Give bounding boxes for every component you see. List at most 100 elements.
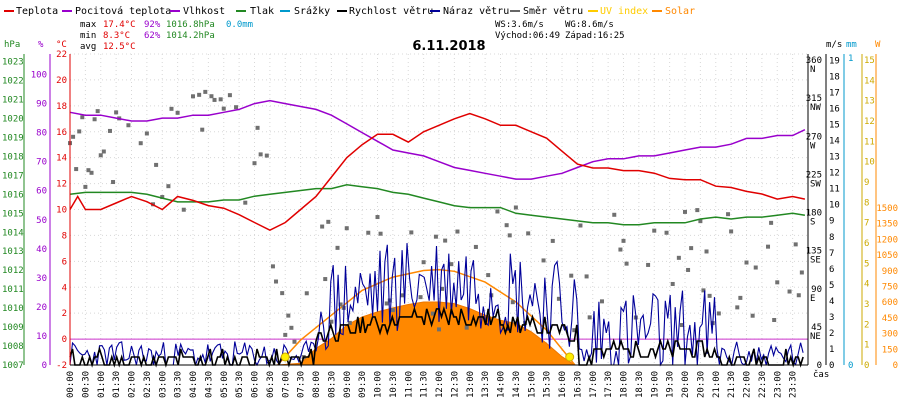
temperature-tick-label: 2 <box>62 309 67 319</box>
humidity-tick-label: 40 <box>36 245 47 255</box>
wind-direction-point <box>95 109 100 114</box>
humidity-tick-label: 20 <box>36 303 47 313</box>
direction-tick-compass: N <box>810 65 815 75</box>
stat-avg-temp: 12.5°C <box>103 42 136 52</box>
x-tick-label: 12:00 <box>435 371 445 398</box>
stat-wind-speed: WS:3.6m/s <box>495 20 544 30</box>
wind-tick-label: 15 <box>829 121 840 131</box>
wind-tick-label: 8 <box>829 233 834 243</box>
x-tick-label: 20:30 <box>696 371 706 398</box>
wind-direction-point <box>160 195 165 200</box>
wind-direction-point <box>169 106 174 111</box>
wind-direction-point <box>443 238 448 243</box>
x-tick-label: 10:30 <box>389 371 399 398</box>
temperature-tick-label: 12 <box>56 180 67 190</box>
humidity-tick-label: 60 <box>36 187 47 197</box>
solar-tick-label: 300 <box>882 330 898 340</box>
wind-direction-point <box>793 242 798 247</box>
uv-point <box>565 352 575 362</box>
wind-direction-point <box>587 315 592 320</box>
uv-tick-label: 10 <box>864 158 875 168</box>
wind-direction-point <box>572 328 577 333</box>
uv-tick-label: 12 <box>864 117 875 127</box>
direction-tick-label: 0 <box>817 361 822 371</box>
solar-tick-label: 1500 <box>876 204 898 214</box>
wind-direction-point <box>252 161 257 166</box>
direction-tick-label: 270 <box>806 132 822 142</box>
x-tick-label: 13:00 <box>466 371 476 398</box>
wind-direction-point <box>344 226 349 231</box>
wind-axis-unit: m/s <box>826 40 842 50</box>
wind-direction-point <box>71 134 76 139</box>
wind-tick-label: 18 <box>829 72 840 82</box>
x-tick-label: 12:30 <box>450 371 460 398</box>
wind-direction-point <box>695 208 700 213</box>
wind-direction-point <box>486 273 491 278</box>
wind-direction-point <box>670 281 675 286</box>
solar-tick-label: 450 <box>882 314 898 324</box>
wind-direction-point <box>138 141 143 146</box>
x-tick-label: 20:00 <box>681 371 691 398</box>
direction-tick-compass: SE <box>810 256 821 266</box>
humidity-tick-label: 80 <box>36 129 47 139</box>
x-tick-label: 00:30 <box>81 371 91 398</box>
pressure-tick-label: 1011 <box>2 285 24 295</box>
wind-direction-point <box>304 291 309 296</box>
stat-max-rain: 0.0mm <box>226 20 253 30</box>
solar-tick-label: 600 <box>882 298 898 308</box>
pressure-tick-label: 1023 <box>2 58 24 68</box>
humidity-tick-label: 100 <box>31 71 47 81</box>
wind-direction-point <box>191 94 195 99</box>
wind-direction-point <box>270 264 275 269</box>
wind-direction-point <box>766 244 771 249</box>
wind-direction-point <box>384 301 389 306</box>
direction-tick-label: 315 <box>806 94 822 104</box>
x-tick-label: 16:00 <box>558 371 568 398</box>
x-tick-label: 00:00 <box>66 371 76 398</box>
rain-tick-label: 1 <box>848 54 853 64</box>
pressure-tick-label: 1022 <box>2 77 24 87</box>
uv-tick-label: 4 <box>864 280 869 290</box>
pressure-tick-label: 1018 <box>2 152 24 162</box>
solar-tick-label: 900 <box>882 267 898 277</box>
wind-direction-point <box>292 339 297 344</box>
stat-max-pressure: 1016.8hPa <box>166 20 215 30</box>
wind-direction-point <box>243 200 248 205</box>
direction-tick-compass: SW <box>810 179 821 189</box>
x-tick-label: 08:00 <box>312 371 322 398</box>
x-tick-label: 13:30 <box>481 371 491 398</box>
solar-tick-label: 1050 <box>876 251 898 261</box>
x-tick-label: 02:00 <box>128 371 138 398</box>
temperature-tick-label: 22 <box>56 50 67 60</box>
wind-direction-point <box>799 270 804 275</box>
wind-direction-point <box>400 293 405 298</box>
wind-direction-point <box>338 302 343 307</box>
legend-label-humidity: Vlhkost <box>183 6 225 17</box>
wind-direction-point <box>796 293 801 298</box>
stat-avg-label: avg <box>80 42 96 52</box>
wind-direction-point <box>255 125 260 130</box>
wind-direction-point <box>111 180 116 185</box>
wind-direction-point <box>729 229 734 234</box>
wind-direction-point <box>701 288 706 293</box>
direction-tick-compass: NW <box>810 103 821 113</box>
wind-direction-point <box>507 233 512 238</box>
legend: Teplota Pocitová teplota Vlhkost Tlak Sr… <box>4 5 695 17</box>
stat-max-temp: 17.4°C <box>103 20 136 30</box>
wind-direction-point <box>455 229 460 234</box>
humidity-tick-label: 0 <box>42 361 47 371</box>
wind-direction-point <box>738 295 743 300</box>
wind-direction-point <box>335 245 340 250</box>
direction-tick-label: 90 <box>811 285 822 295</box>
wind-direction-point <box>378 231 383 236</box>
wind-direction-point <box>769 220 774 225</box>
pressure-tick-label: 1008 <box>2 342 24 352</box>
wind-tick-label: 13 <box>829 153 840 163</box>
wind-direction-point <box>98 153 103 158</box>
wind-direction-point <box>735 305 740 310</box>
pressure-tick-label: 1021 <box>2 96 24 106</box>
wind-direction-point <box>449 262 454 267</box>
uv-tick-label: 3 <box>864 300 869 310</box>
wind-direction-point <box>218 97 223 102</box>
humidity-tick-label: 50 <box>36 216 47 226</box>
